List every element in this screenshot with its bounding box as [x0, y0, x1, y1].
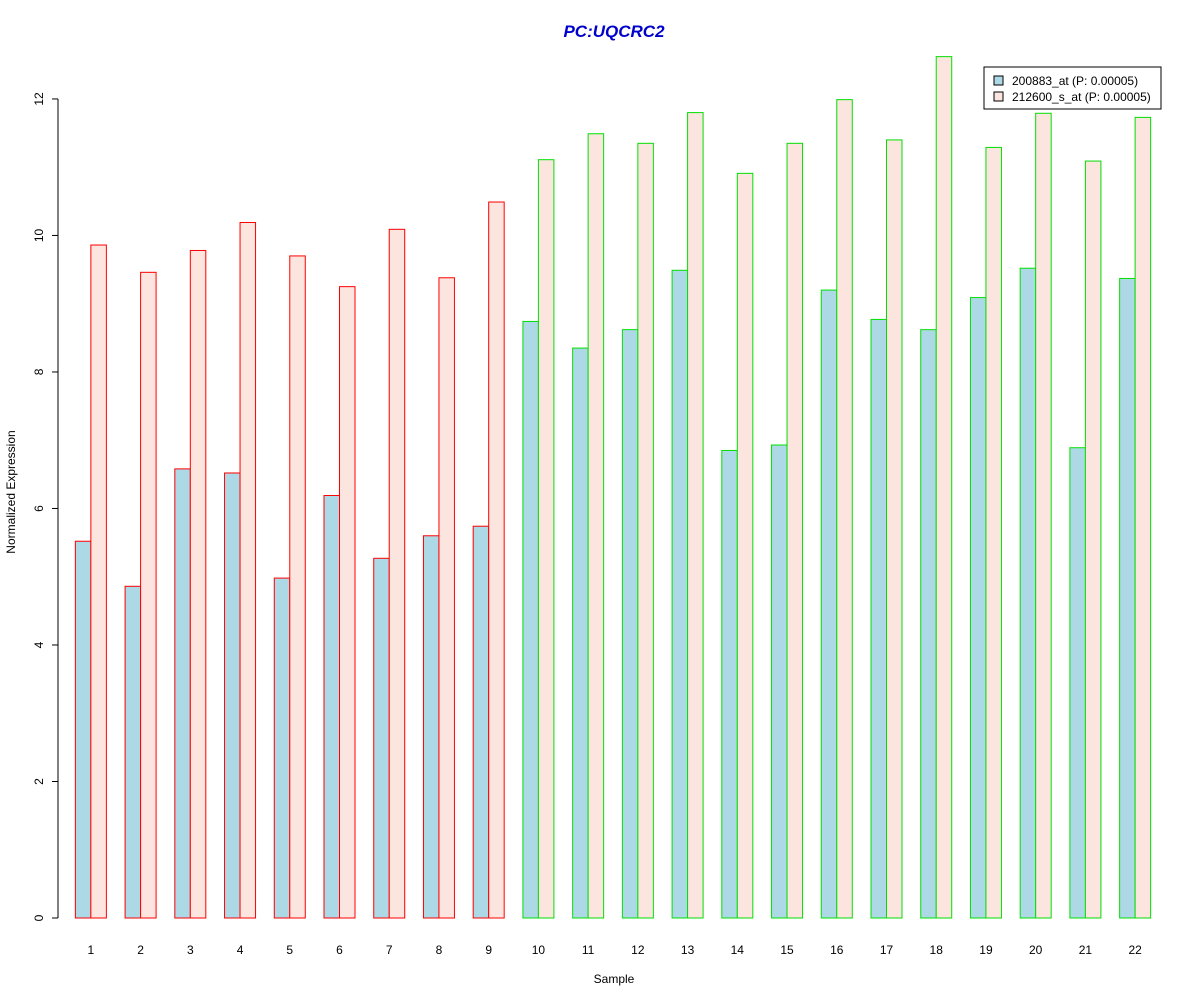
bar-series-2-sample-17 [886, 139, 903, 919]
x-tick-label: 10 [532, 943, 546, 957]
bar-series-2-sample-13 [687, 112, 704, 919]
x-tick-label: 19 [979, 943, 993, 957]
bar-series-1-sample-4 [224, 472, 241, 919]
y-tick-label: 8 [32, 368, 46, 375]
chart-title: PC:UQCRC2 [563, 22, 665, 41]
bar-series-2-sample-15 [786, 142, 804, 919]
y-axis-label: Normalized Expression [4, 430, 18, 553]
bar-series-1-sample-5 [273, 577, 291, 919]
legend-label: 212600_s_at (P: 0.00005) [1012, 90, 1151, 104]
legend-swatch [993, 75, 1004, 86]
x-tick-label: 14 [731, 943, 745, 957]
bar-series-1-sample-16 [820, 289, 838, 919]
bar-series-1-sample-2 [124, 585, 142, 919]
y-axis: 0 2 4 6 8 10 12 [32, 92, 59, 921]
bar-series-2-sample-1 [90, 244, 107, 919]
legend-swatch [993, 91, 1004, 102]
x-tick-label: 20 [1029, 943, 1043, 957]
bar-series-2-sample-16 [836, 99, 853, 919]
x-tick-label: 8 [436, 943, 443, 957]
legend-label: 200883_at (P: 0.00005) [1012, 74, 1138, 88]
y-tick-label: 2 [32, 778, 46, 785]
bar-series-1-sample-14 [721, 449, 738, 919]
bar-series-2-sample-5 [289, 255, 306, 919]
bar-series-2-sample-7 [388, 228, 406, 919]
y-tick-label: 6 [32, 505, 46, 512]
bar-series-2-sample-22 [1134, 116, 1152, 919]
bar-series-1-sample-3 [174, 468, 191, 919]
bar-series-2-sample-18 [935, 56, 953, 919]
bar-series-1-sample-6 [323, 495, 340, 919]
bar-series-1-sample-19 [969, 297, 987, 919]
bar-series-1-sample-8 [422, 535, 440, 919]
y-tick-label: 4 [32, 641, 46, 648]
y-tick-label: 12 [32, 92, 46, 106]
bar-series-2-sample-4 [239, 221, 257, 919]
bar-series-1-sample-1 [74, 540, 92, 919]
x-tick-label: 17 [880, 943, 894, 957]
bar-series-2-sample-21 [1084, 160, 1102, 919]
bar-series-2-sample-8 [438, 277, 455, 919]
bar-series-2-sample-6 [339, 286, 356, 919]
bar-series-2-sample-14 [736, 172, 754, 919]
x-tick-label: 4 [237, 943, 244, 957]
x-tick-label: 15 [780, 943, 794, 957]
bar-series-1-sample-13 [671, 269, 689, 919]
x-tick-label: 3 [187, 943, 194, 957]
x-tick-label: 9 [485, 943, 492, 957]
bar-series-2-sample-19 [985, 146, 1002, 919]
bar-series-1-sample-18 [920, 329, 937, 919]
bar-series-2-sample-11 [587, 133, 605, 919]
y-tick-label: 10 [32, 228, 46, 242]
x-tick-label: 18 [930, 943, 944, 957]
x-tick-label: 21 [1079, 943, 1093, 957]
bar-series-2-sample-2 [140, 271, 157, 919]
x-tick-label: 6 [336, 943, 343, 957]
x-tick-label: 7 [386, 943, 393, 957]
bar-series-1-sample-22 [1119, 277, 1136, 919]
y-tick-label: 0 [32, 914, 46, 921]
bar-series-2-sample-3 [189, 249, 207, 919]
bar-series-2-sample-20 [1035, 112, 1052, 919]
bar-series-1-sample-12 [621, 329, 639, 919]
bar-series-2-sample-9 [488, 201, 505, 919]
bar-series-1-sample-21 [1069, 447, 1086, 919]
bar-series-2-sample-12 [637, 142, 654, 919]
bar-series-1-sample-20 [1019, 267, 1037, 919]
x-tick-label: 11 [582, 943, 595, 957]
x-tick-label: 1 [88, 943, 95, 957]
bar-series-1-sample-17 [870, 318, 887, 919]
x-axis-label: Sample [594, 972, 635, 986]
legend-box [983, 66, 1162, 110]
x-tick-label: 12 [631, 943, 645, 957]
bars-group [74, 56, 1152, 919]
legend: 200883_at (P: 0.00005) 212600_s_at (P: 0.… [983, 66, 1162, 110]
bar-series-1-sample-11 [572, 347, 589, 919]
x-tick-labels: 1 2 3 4 5 6 7 8 9 10 11 12 13 14 15 16 17 18 19 20 21 22 [88, 943, 1143, 957]
x-tick-label: 5 [286, 943, 293, 957]
bar-series-1-sample-10 [522, 320, 539, 919]
bar-series-2-sample-10 [537, 159, 555, 919]
x-tick-label: 2 [137, 943, 144, 957]
bar-series-1-sample-15 [771, 444, 788, 919]
x-tick-label: 22 [1128, 943, 1142, 957]
bar-series-1-sample-9 [472, 525, 490, 919]
x-tick-label: 16 [830, 943, 844, 957]
bar-series-1-sample-7 [373, 557, 390, 919]
x-tick-label: 13 [681, 943, 695, 957]
